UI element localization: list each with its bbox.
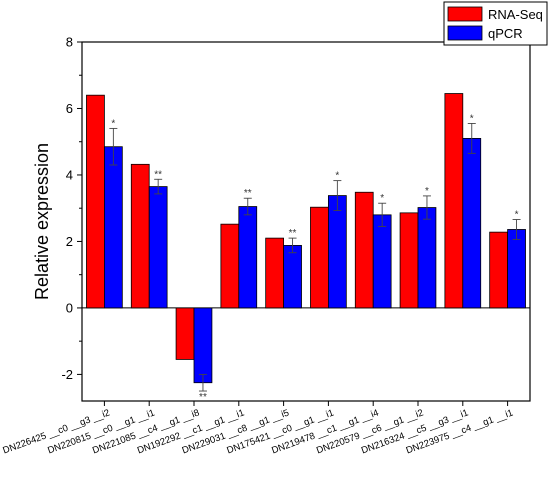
y-tick-label: 4 — [66, 167, 73, 182]
bar-qpcr — [104, 146, 123, 309]
bar-rna-seq — [354, 191, 374, 309]
significance-mark: * — [111, 118, 115, 129]
bar-qpcr — [417, 207, 437, 309]
significance-mark: * — [380, 193, 384, 204]
bar-rna-seq — [175, 307, 195, 360]
bar-qpcr — [283, 245, 302, 309]
legend: RNA-Seq qPCR — [443, 1, 548, 46]
bar-qpcr — [193, 307, 213, 384]
legend-swatch-rna-seq — [447, 6, 483, 22]
significance-mark: ** — [244, 188, 252, 199]
significance-mark: * — [470, 113, 474, 124]
plot-frame — [81, 41, 531, 402]
y-tick-label: 6 — [66, 101, 73, 116]
bar-rna-seq — [86, 94, 105, 309]
significance-mark: * — [515, 210, 519, 221]
bar-rna-seq — [265, 237, 284, 309]
y-tick-label: 2 — [66, 234, 73, 249]
significance-mark: * — [425, 186, 429, 197]
bar-rna-seq — [444, 93, 464, 309]
bar-qpcr — [372, 214, 392, 309]
significance-mark: ** — [199, 392, 207, 403]
y-tick-label: 8 — [66, 35, 73, 50]
bar-rna-seq — [399, 212, 419, 309]
y-tick-label: 0 — [66, 300, 73, 315]
y-axis-title: Relative expression — [32, 143, 52, 300]
bar-rna-seq — [310, 206, 329, 309]
bar-qpcr — [507, 229, 526, 309]
bar-qpcr — [462, 137, 482, 309]
y-tick-label: -2 — [61, 367, 73, 382]
bars: ************** — [86, 93, 526, 403]
significance-mark: ** — [289, 228, 297, 239]
bar-qpcr — [327, 195, 347, 309]
significance-mark: ** — [154, 169, 162, 180]
legend-label-qpcr: qPCR — [488, 26, 523, 41]
bar-rna-seq — [130, 163, 150, 309]
significance-mark: * — [335, 171, 339, 182]
bar-qpcr — [238, 206, 258, 309]
bar-rna-seq — [220, 223, 240, 309]
bar-qpcr — [148, 186, 168, 309]
legend-swatch-qpcr — [447, 25, 483, 41]
legend-label-rna-seq: RNA-Seq — [488, 7, 543, 22]
bar-rna-seq — [489, 231, 508, 309]
